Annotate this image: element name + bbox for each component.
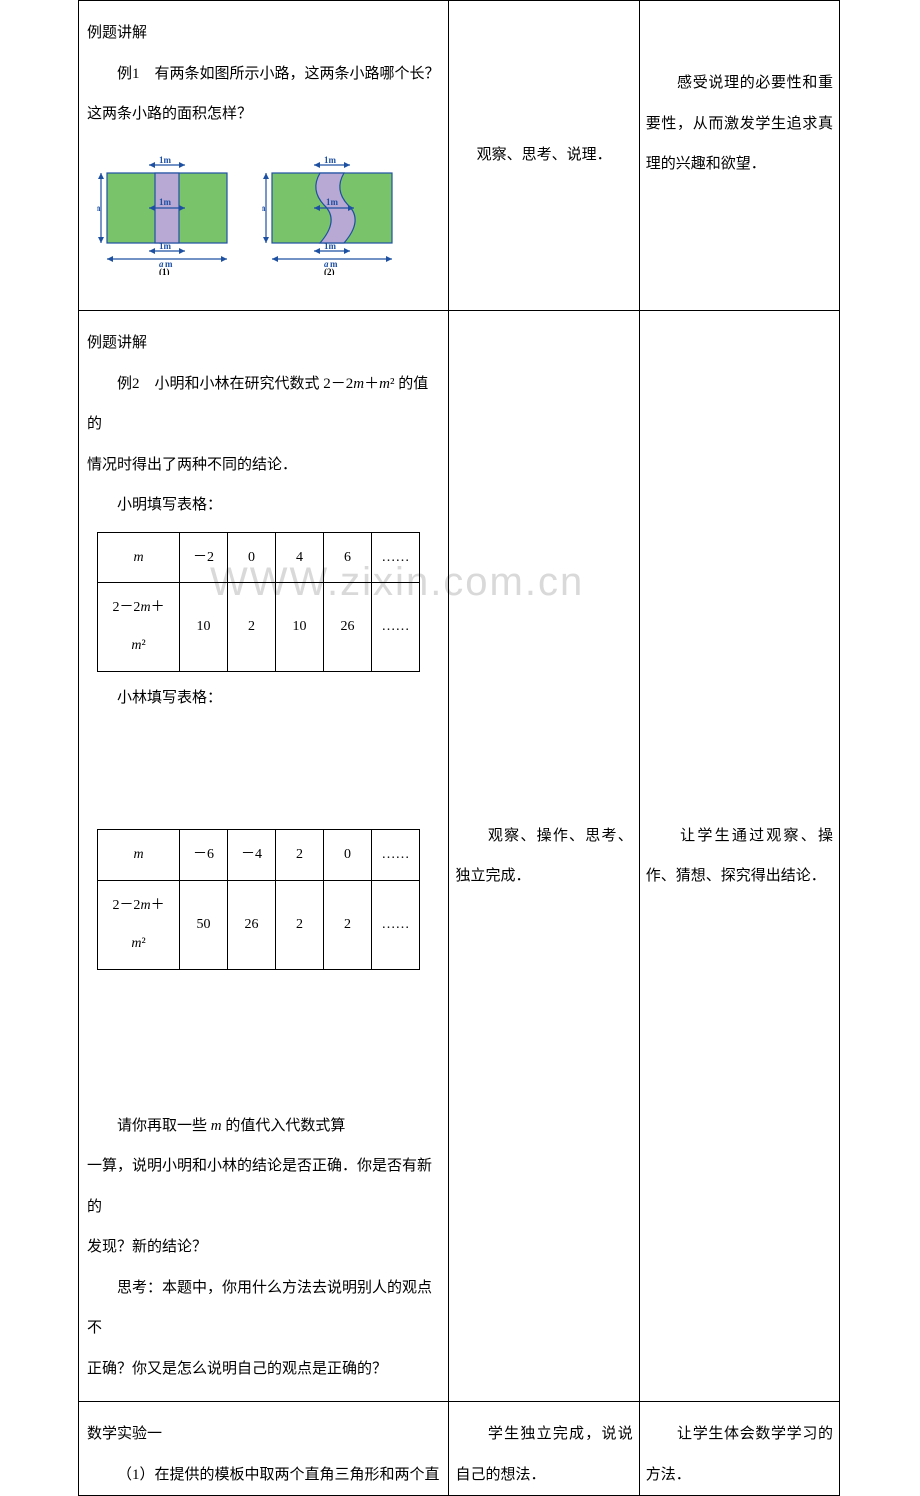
example1-line2: 这两条小路的面积怎样？ [87,94,440,135]
diagram-pair: 1m 1m 1m [97,155,440,275]
svg-text:(1): (1) [159,267,170,275]
svg-text:1m: 1m [324,241,337,251]
svg-text:m: m [97,203,101,213]
heading-example: 例题讲解 [87,13,440,54]
var-m: m [353,376,364,392]
cell-purpose3: 让学生体会数学学习的方法． [639,1402,839,1496]
table-row: 数学实验一 （1）在提供的模板中取两个直角三角形和两个直 学生独立完成，说说自己… [79,1402,840,1496]
table-row: 例题讲解 例1 有两条如图所示小路，这两条小路哪个长？ 这两条小路的面积怎样？ [79,1,840,311]
para1: 请你再取一些 m 的值代入代数式算 [87,1106,440,1147]
td: 2－2m＋m² [98,881,180,970]
td: 50 [180,881,228,970]
cell-content: 让学生通过观察、操作、猜想、探究得出结论． [640,311,839,1401]
cell-content: 让学生体会数学学习的方法． [640,1402,839,1495]
activity1-text: 观察、思考、说理． [455,135,632,176]
experiment-line1: （1）在提供的模板中取两个直角三角形和两个直 [87,1455,440,1496]
cell-purpose1: 感受说理的必要性和重要性，从而激发学生追求真理的兴趣和欲望． [639,1,839,311]
cell-content: 观察、操作、思考、独立完成． [449,311,638,1401]
cell-purpose2: 让学生通过观察、操作、猜想、探究得出结论． [639,311,839,1402]
var-m: m [379,376,390,392]
example2-line2: 情况时得出了两种不同的结论． [87,445,440,486]
t: 例2 小明和小林在研究代数式 2－2 [117,376,353,392]
table2-label: 小林填写表格： [87,678,440,719]
td: 26 [324,583,372,672]
road-diagram-1: 1m 1m 1m [97,155,242,275]
activity2-text: 观察、操作、思考、独立完成． [455,816,632,897]
spacer [87,718,440,823]
t: 的值代入代数式算 [222,1118,346,1134]
td: 4 [276,532,324,583]
example1-line1: 例1 有两条如图所示小路，这两条小路哪个长？ [87,54,440,95]
main-layout-table: 例题讲解 例1 有两条如图所示小路，这两条小路哪个长？ 这两条小路的面积怎样？ [78,0,840,1496]
td: －2 [180,532,228,583]
td: …… [372,583,420,672]
td: 0 [228,532,276,583]
table-row: 例题讲解 例2 小明和小林在研究代数式 2－2m＋m² 的值的 情况时得出了两种… [79,311,840,1402]
road-diagram-2: 1m 1m 1m [262,155,407,275]
td: 6 [324,532,372,583]
heading-experiment: 数学实验一 [87,1414,440,1455]
svg-text:1m: 1m [159,197,172,207]
td: 2－2m＋m² [98,583,180,672]
cell-content: 例题讲解 例2 小明和小林在研究代数式 2－2m＋m² 的值的 情况时得出了两种… [79,311,448,1401]
table1-label: 小明填写表格： [87,485,440,526]
cell-content: 数学实验一 （1）在提供的模板中取两个直角三角形和两个直 [79,1402,448,1495]
var-m: m [211,1118,222,1134]
var-m: m [133,550,143,565]
cell-content: 学生独立完成，说说自己的想法． [449,1402,638,1495]
td: 10 [180,583,228,672]
activity3-text: 学生独立完成，说说自己的想法． [455,1414,632,1495]
td: 2 [276,881,324,970]
svg-text:1m: 1m [159,155,172,165]
cell-content: 感受说理的必要性和重要性，从而激发学生追求真理的兴趣和欲望． [640,1,839,197]
td: …… [372,830,420,881]
cell-activity3: 学生独立完成，说说自己的想法． [449,1402,639,1496]
svg-text:1m: 1m [324,155,337,165]
para4: 思考：本题中，你用什么方法去说明别人的观点不 [87,1268,440,1349]
svg-text:m: m [262,203,266,213]
svg-text:1m: 1m [159,241,172,251]
cell-example2: 例题讲解 例2 小明和小林在研究代数式 2－2m＋m² 的值的 情况时得出了两种… [79,311,449,1402]
purpose2-text: 让学生通过观察、操作、猜想、探究得出结论． [646,816,833,897]
td: 2 [228,583,276,672]
xiaoming-table: m －2 0 4 6 …… 2－2m＋m² 10 2 10 26 [97,532,420,672]
purpose3-text: 让学生体会数学学习的方法． [646,1414,833,1495]
page: WWW.zixin.com.cn 例题讲解 例1 有两条如图所示小路，这两条小路… [0,0,920,1302]
cell-activity2: 观察、操作、思考、独立完成． [449,311,639,1402]
table-row: 2－2m＋m² 10 2 10 26 …… [98,583,420,672]
td: 10 [276,583,324,672]
t: 请你再取一些 [117,1118,211,1134]
td: －4 [228,830,276,881]
para2: 一算，说明小明和小林的结论是否正确．你是否有新的 [87,1146,440,1227]
th: m [98,532,180,583]
cell-example1: 例题讲解 例1 有两条如图所示小路，这两条小路哪个长？ 这两条小路的面积怎样？ [79,1,449,311]
svg-text:(2): (2) [324,267,335,275]
t: ＋ [364,376,379,392]
td: 2 [276,830,324,881]
td: 2 [324,881,372,970]
th: m [98,830,180,881]
cell-content: 观察、思考、说理． [449,1,638,310]
td: －6 [180,830,228,881]
cell-content: 例题讲解 例1 有两条如图所示小路，这两条小路哪个长？ 这两条小路的面积怎样？ [79,1,448,297]
cell-experiment: 数学实验一 （1）在提供的模板中取两个直角三角形和两个直 [79,1402,449,1496]
para5: 正确？你又是怎么说明自己的观点是正确的？ [87,1349,440,1390]
example2-line1: 例2 小明和小林在研究代数式 2－2m＋m² 的值的 [87,364,440,445]
purpose1-text: 感受说理的必要性和重要性，从而激发学生追求真理的兴趣和欲望． [646,63,833,185]
td: 26 [228,881,276,970]
table-row: m －2 0 4 6 …… [98,532,420,583]
var-m: m [133,847,143,862]
td: 0 [324,830,372,881]
table-row: m －6 －4 2 0 …… [98,830,420,881]
spacer [87,976,440,1106]
td: …… [372,532,420,583]
xiaolin-table: m －6 －4 2 0 …… 2－2m＋m² 50 26 2 2 [97,829,420,969]
cell-activity1: 观察、思考、说理． [449,1,639,311]
td: …… [372,881,420,970]
heading-example2: 例题讲解 [87,323,440,364]
para3: 发现？新的结论？ [87,1227,440,1268]
svg-text:1m: 1m [326,197,339,207]
table-row: 2－2m＋m² 50 26 2 2 …… [98,881,420,970]
